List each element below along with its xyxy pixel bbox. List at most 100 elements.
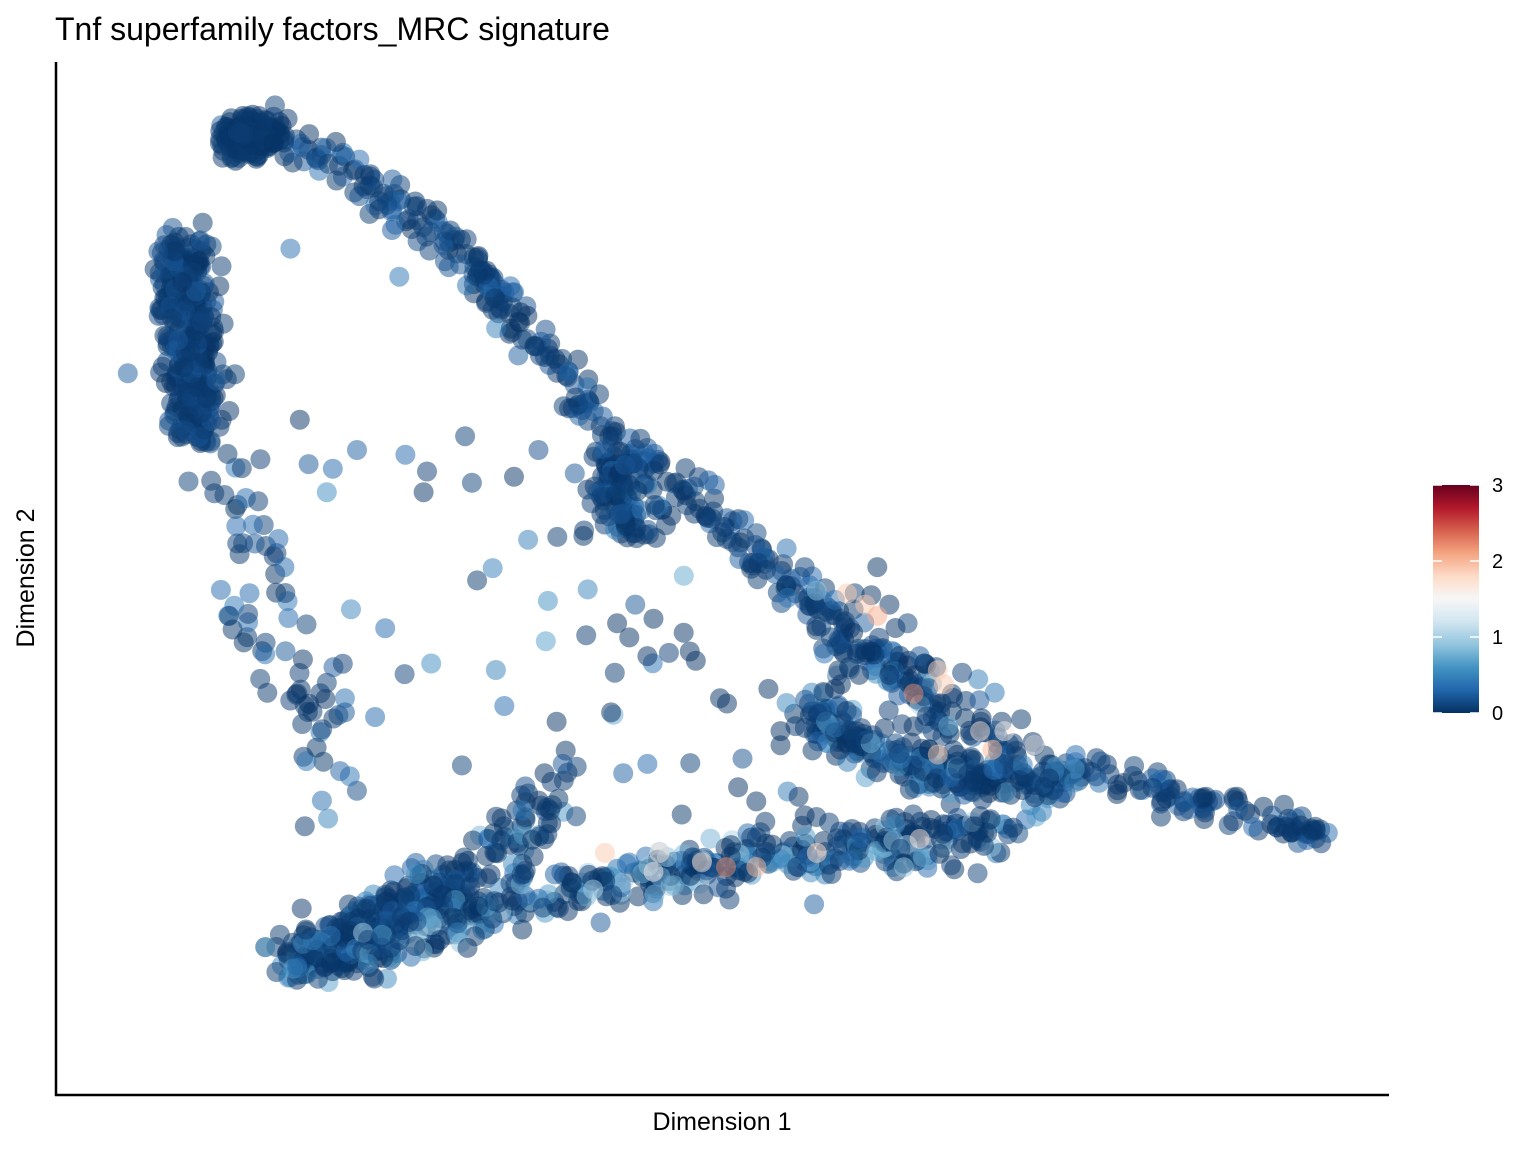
scatter-point [748,553,769,573]
scatter-point [802,740,823,761]
scatter-point [755,811,776,832]
scatter-point [595,842,615,863]
scatter-point [546,711,567,732]
scatter-point [644,495,665,515]
scatter-point [365,707,386,727]
scatter-point [704,474,725,495]
scatter-point [849,664,870,685]
scatter-point [1024,735,1045,756]
scatter-point [382,220,402,240]
scatter-point [649,454,670,475]
scatter-point [867,605,888,626]
scatter-point [405,936,426,956]
scatter-point [375,618,396,639]
scatter-point [806,580,827,601]
scatter-point [394,664,415,685]
scatter-point [268,529,289,549]
scatter-point [148,241,169,262]
scatter-point [577,579,598,600]
scatter-point [804,894,825,915]
scatter-point [233,124,254,145]
scatter-point [204,483,225,504]
scatter-point [508,345,529,366]
scatter-point [909,828,930,849]
scatter-point [389,930,410,951]
scatter-point [528,790,549,811]
scatter-point [457,850,478,871]
scatter-point [614,455,635,476]
scatter-point [837,583,857,604]
scatter-point [1192,788,1213,809]
scatter-point [830,739,850,760]
scatter-point [795,689,816,710]
scatter-point [885,814,906,835]
scatter-point [210,579,231,600]
scatter-point [820,627,841,648]
scatter-point [316,482,337,503]
scatter-point [982,739,1003,760]
scatter-point [684,503,705,524]
scatter-point [291,898,312,919]
scatter-point [298,454,319,475]
scatter-point [233,533,254,554]
scatter-point [382,169,403,190]
scatter-point [1011,709,1032,730]
scatter-point [637,646,658,667]
scatter-point [625,594,646,615]
scatter-point [255,644,276,665]
scatter-point [172,272,193,293]
scatter-point [1142,777,1163,798]
scatter-point [866,762,887,783]
scatter-point [511,864,532,885]
scatter-point [1290,815,1311,836]
scatter-point [389,266,410,287]
scatter-point [191,311,212,332]
scatter-point [938,715,959,736]
scatter-point [566,806,587,827]
scatter-point [583,879,604,900]
scatter-point [295,919,316,940]
scatter-point [484,891,505,912]
scatter-point [457,937,478,958]
scatter-point [601,702,622,723]
scatter-point [306,737,327,758]
scatter-point [980,775,1001,796]
scatter-point [322,458,343,479]
scatter-point [299,693,319,714]
scatter-point [440,220,461,241]
scatter-point [693,884,714,905]
scatter-point [178,471,199,492]
scatter-point [794,805,815,826]
scatter-point [518,529,539,550]
scatter-point [292,649,313,670]
scatter-point [419,240,440,261]
scatter-point [485,660,506,680]
scatter-point [487,843,508,864]
scatter-point [173,357,194,377]
scatter-point [643,608,664,629]
scatter-point [275,641,296,662]
scatter-point [547,526,568,547]
scatter-point [512,919,533,940]
scatter-point [800,595,821,616]
scatter-point [1107,780,1128,801]
scatter-point [460,876,481,897]
scatter-point [289,409,310,430]
scatter-point [377,194,398,215]
scatter-point [592,406,613,427]
scatter-point [486,318,507,339]
scatter-point [1009,770,1030,791]
scatter-point [716,857,736,877]
scatter-point [619,627,640,648]
scatter-point [598,506,619,527]
scatter-point [522,829,543,850]
scatter-point [188,352,209,373]
scatter-point [1159,779,1180,800]
scatter-point [468,896,489,917]
scatter-point [537,812,558,833]
scatter-point [617,473,638,494]
scatter-point [326,170,347,191]
scatter-point [655,515,676,536]
scatter-point [663,473,684,494]
scatter-point [746,523,767,544]
